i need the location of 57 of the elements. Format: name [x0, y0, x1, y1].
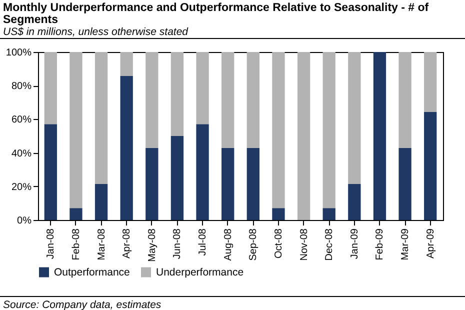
y-tick-label: 60%: [11, 114, 32, 126]
bar: [146, 52, 158, 148]
bar: [170, 136, 184, 220]
y-tick-label: 0%: [17, 216, 32, 226]
y-tick-label: 100%: [6, 48, 32, 58]
x-tick-label: Dec-08: [324, 228, 336, 261]
bar: [398, 148, 412, 220]
y-tick-label: 20%: [11, 182, 32, 193]
x-tick-label: Nov-08: [298, 228, 310, 261]
bar: [348, 52, 361, 184]
x-tick-label: Aug-08: [222, 228, 234, 261]
bar: [246, 148, 260, 220]
bar: [120, 76, 133, 220]
x-tick-label: Mar-08: [96, 228, 108, 260]
bar: [222, 52, 234, 148]
chart-subtitle: US$ in millions, unless otherwise stated: [0, 26, 465, 39]
x-tick-label: Jun-08: [172, 228, 184, 260]
x-tick-label: Apr-08: [122, 228, 133, 259]
x-tick-label: Apr-09: [425, 228, 436, 259]
x-tick-label: Feb-09: [374, 228, 386, 260]
bar: [246, 52, 260, 148]
x-tick-label: Mar-09: [400, 228, 412, 260]
bar: [424, 112, 437, 220]
x-tick-label: Sep-08: [248, 228, 260, 261]
y-tick-label: 40%: [11, 148, 32, 160]
bar: [94, 52, 108, 184]
y-tick-label: 80%: [11, 81, 32, 92]
bar: [70, 208, 82, 220]
x-tick-label: Jul-08: [198, 228, 209, 256]
x-tick-label: Jan-08: [46, 228, 57, 260]
bar: [120, 52, 133, 76]
bar: [424, 52, 437, 112]
bar: [398, 52, 412, 148]
x-tick-label: Jan-09: [349, 228, 360, 260]
bar: [322, 208, 336, 220]
bar: [70, 52, 82, 208]
bar: [44, 124, 57, 220]
x-tick-label: Feb-08: [70, 228, 82, 260]
legend-label: Underperformance: [156, 266, 244, 278]
bar: [222, 148, 234, 220]
bar: [44, 52, 57, 124]
x-tick-label: Oct-08: [273, 228, 284, 259]
legend-label: Outperformance: [54, 266, 130, 278]
x-tick-label: May-08: [146, 228, 158, 262]
bar: [322, 52, 336, 208]
source-note: Source: Company data, estimates: [0, 296, 465, 310]
bar: [297, 52, 310, 220]
bar: [348, 184, 361, 220]
bar: [272, 52, 285, 208]
bar: [373, 52, 386, 220]
bar: [196, 52, 209, 124]
bar: [170, 52, 184, 136]
bar: [196, 124, 209, 220]
bar: [146, 148, 158, 220]
chart-title: Monthly Underperformance and Outperformance Relative to Seasonality - # of Segments: [2, 1, 430, 26]
bar: [94, 184, 108, 220]
bar: [272, 208, 285, 220]
